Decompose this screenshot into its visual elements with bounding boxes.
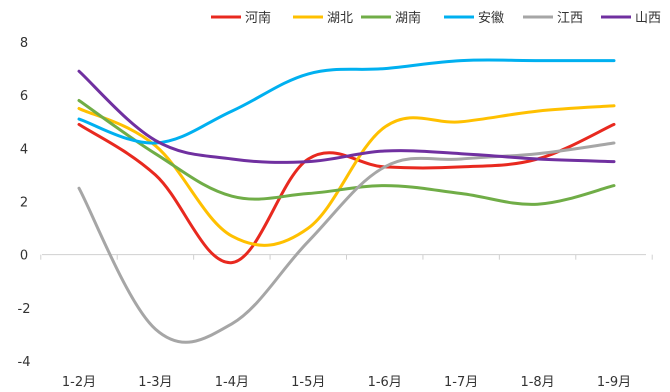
x-tick-label: 1-7月: [444, 375, 478, 390]
legend-label-3: 安徽: [478, 11, 504, 26]
y-tick-label: -4: [18, 355, 31, 370]
x-tick-label: 1-2月: [62, 375, 96, 390]
y-tick-label: 4: [20, 142, 28, 157]
x-tick-label: 1-5月: [291, 375, 325, 390]
x-axis-tick-labels: 1-2月 1-3月 1-4月 1-5月 1-6月 1-7月 1-8月 1-9月: [62, 375, 631, 390]
x-tick-label: 1-9月: [597, 375, 631, 390]
y-tick-label: 2: [20, 196, 28, 211]
y-tick-label: 0: [20, 249, 28, 264]
legend: 河南 湖北 湖南 安徽 江西 山西: [211, 10, 661, 26]
series-lines: [77, 58, 616, 344]
y-tick-label: 6: [20, 89, 28, 104]
legend-label-4: 江西: [557, 11, 583, 26]
series-line-4: [77, 141, 616, 344]
legend-label-0: 河南: [245, 10, 271, 26]
series-line-2: [77, 99, 616, 206]
legend-label-1: 湖北: [327, 11, 353, 26]
x-axis: [40, 254, 653, 260]
legend-label-5: 山西: [635, 11, 661, 26]
x-tick-label: 1-3月: [138, 375, 172, 390]
series-line-1: [77, 104, 616, 247]
series-line-0: [77, 122, 616, 265]
y-axis-tick-labels: 8 6 4 2 0 -2 -4: [18, 36, 31, 370]
x-tick-label: 1-4月: [215, 375, 249, 390]
series-line-5: [77, 69, 616, 164]
x-tick-label: 1-6月: [368, 375, 402, 390]
y-tick-label: -2: [18, 302, 31, 317]
legend-label-2: 湖南: [395, 10, 421, 26]
series-line-3: [77, 58, 616, 145]
y-tick-label: 8: [20, 36, 28, 51]
x-tick-label: 1-8月: [520, 375, 554, 390]
